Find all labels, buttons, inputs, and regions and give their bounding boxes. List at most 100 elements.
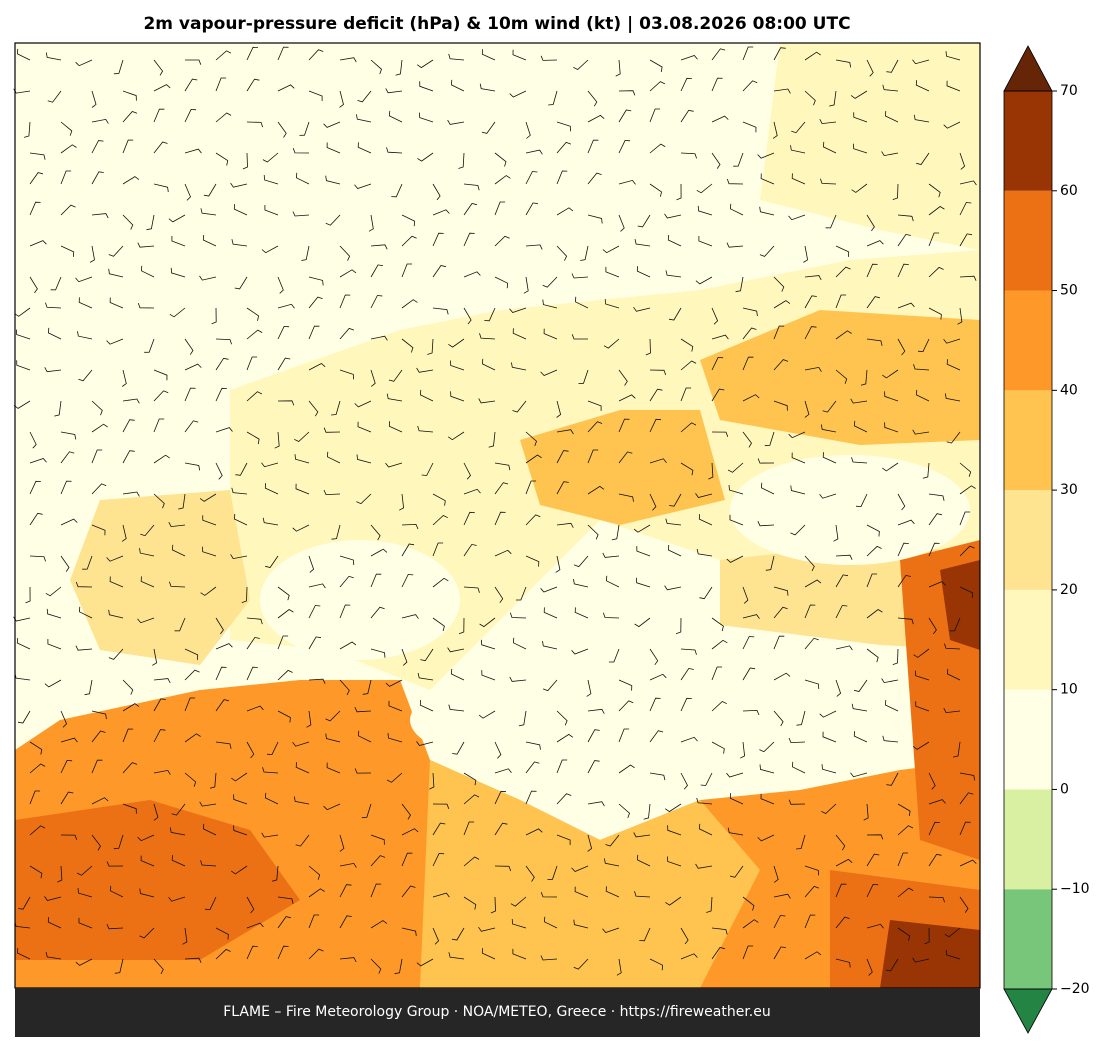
wind-barb — [959, 275, 977, 281]
wind-barb — [29, 431, 37, 449]
wind-barb — [540, 55, 558, 61]
wind-barb — [649, 697, 661, 712]
wind-barb — [401, 214, 416, 227]
wind-barb — [246, 896, 255, 914]
wind-barb — [182, 927, 188, 945]
wind-barb — [711, 947, 725, 960]
wind-barb — [835, 294, 847, 309]
wind-barb — [200, 586, 217, 596]
wind-barb — [959, 511, 971, 526]
wind-barb — [215, 741, 232, 749]
wind-barb — [387, 733, 403, 743]
wind-barb — [91, 423, 108, 433]
wind-barb — [742, 431, 752, 448]
wind-barb — [697, 205, 713, 216]
wind-barb — [525, 202, 538, 216]
wind-barb — [698, 823, 713, 836]
wind-barb — [680, 109, 694, 123]
wind-barb — [494, 462, 511, 471]
wind-barb — [494, 511, 506, 526]
wind-barb — [680, 360, 697, 371]
wind-barb — [274, 431, 280, 449]
wind-barb — [884, 391, 899, 402]
wind-barb — [153, 369, 168, 381]
wind-barb — [277, 945, 289, 960]
wind-barb — [246, 666, 258, 681]
wind-barb — [835, 958, 851, 968]
wind-barb — [773, 672, 791, 681]
wind-barb — [855, 493, 868, 508]
wind-barb — [759, 764, 775, 774]
wind-barb — [168, 896, 186, 902]
wind-barb — [587, 139, 599, 154]
wind-barb — [323, 489, 341, 496]
wind-barb — [587, 114, 605, 123]
wind-barb — [708, 462, 714, 480]
wind-barb — [200, 208, 217, 216]
wind-barb — [169, 307, 186, 318]
wind-barb — [478, 926, 496, 932]
wind-barb — [202, 515, 217, 526]
wind-barb — [308, 636, 322, 650]
wind-barb — [29, 865, 43, 879]
wind-barb — [636, 266, 651, 278]
wind-barb — [729, 514, 744, 526]
wind-barb — [555, 555, 561, 573]
wind-barb — [76, 865, 93, 876]
wind-barb — [292, 148, 310, 154]
wind-barb — [140, 576, 155, 588]
wind-barb — [60, 451, 75, 464]
wind-barb — [47, 327, 62, 340]
wind-barb — [928, 581, 946, 588]
wind-barb — [60, 834, 78, 840]
wind-barb — [664, 585, 682, 591]
colorbar-frame — [1003, 90, 1053, 990]
wind-barb — [370, 883, 382, 898]
wind-barb — [829, 90, 837, 107]
wind-barb — [199, 493, 217, 502]
wind-barb — [325, 175, 341, 185]
wind-barb — [924, 927, 930, 945]
wind-barb — [301, 245, 310, 261]
wind-barb — [587, 449, 599, 464]
wind-barb — [897, 887, 914, 898]
wind-barb — [401, 852, 413, 867]
wind-barb — [943, 121, 961, 129]
wind-barb — [277, 635, 289, 650]
wind-barb — [711, 115, 729, 123]
wind-barb — [573, 919, 589, 929]
wind-barb — [153, 678, 171, 684]
wind-barb — [726, 178, 744, 185]
wind-barb — [339, 604, 351, 619]
wind-barb — [675, 617, 682, 635]
wind-barb — [556, 759, 568, 774]
wind-barb — [122, 450, 135, 464]
wind-barb — [264, 483, 279, 495]
wind-barb — [84, 679, 93, 696]
wind-barb — [370, 524, 381, 541]
wind-barb — [339, 834, 345, 852]
wind-barb — [835, 679, 842, 697]
vpd-region — [880, 920, 980, 988]
wind-barb — [370, 548, 388, 557]
wind-barb — [153, 698, 166, 712]
wind-barb — [494, 586, 504, 604]
wind-barb — [804, 579, 822, 588]
wind-barb — [215, 357, 229, 371]
wind-barb — [481, 358, 496, 371]
wind-barb — [246, 617, 263, 625]
wind-barb — [928, 513, 942, 526]
wind-barb — [759, 206, 775, 216]
wind-barb — [463, 543, 477, 557]
wind-barb — [113, 59, 124, 75]
wind-barb — [733, 152, 744, 167]
wind-barb — [47, 90, 62, 103]
wind-barb — [416, 367, 434, 373]
wind-barb — [928, 266, 944, 278]
wind-barb — [432, 307, 449, 315]
wind-barb — [199, 801, 217, 807]
wind-barb — [742, 636, 755, 650]
wind-barb — [60, 170, 72, 185]
wind-barb — [866, 263, 878, 278]
wind-barb — [928, 307, 942, 320]
